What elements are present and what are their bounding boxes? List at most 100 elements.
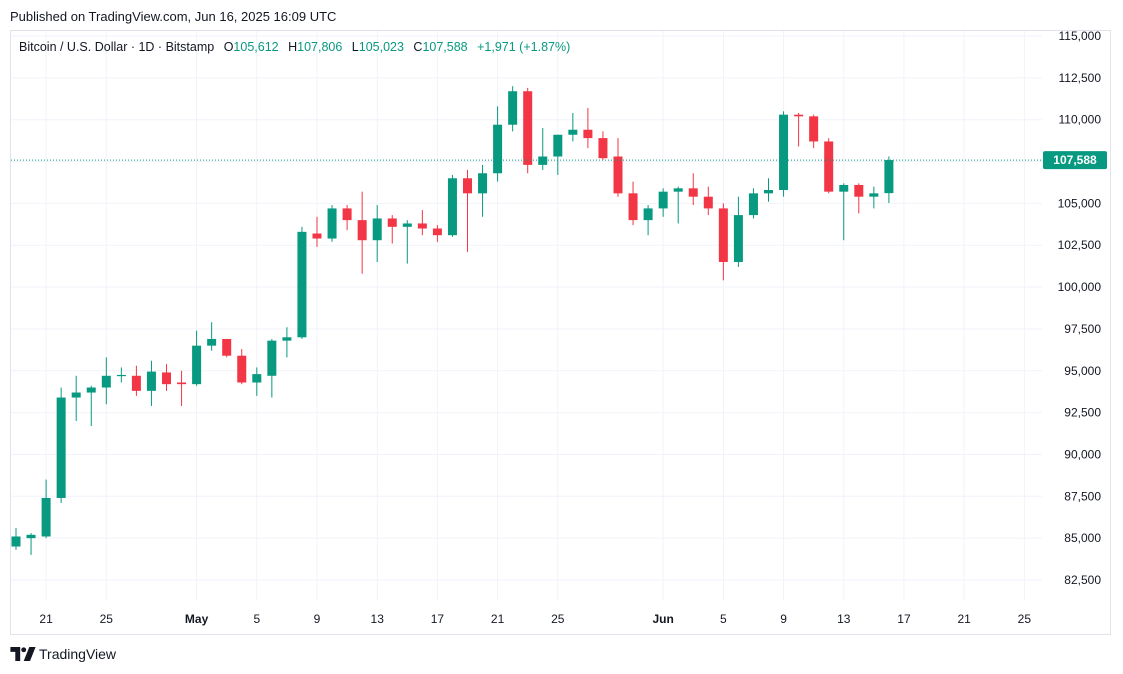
candle[interactable] [237,349,247,385]
candle-body [764,189,773,194]
candle[interactable] [643,205,653,236]
candle-body [387,218,397,227]
candle[interactable] [177,370,187,406]
candle[interactable] [688,173,698,206]
candle[interactable] [764,178,773,202]
candle[interactable] [718,203,728,281]
candle[interactable] [357,191,367,274]
candle[interactable] [192,330,202,386]
last-price-label: 107,588 [1053,153,1097,167]
candle[interactable] [41,479,51,539]
low-key: L [351,40,359,54]
x-tick-label: May [185,612,209,626]
candle-body [297,231,307,338]
candle-body [854,184,864,197]
candle-body [192,345,202,385]
x-tick-label: 21 [957,612,971,626]
x-tick-label: 25 [100,612,114,626]
candle[interactable] [297,226,307,339]
candle[interactable] [538,128,548,170]
candle[interactable] [342,205,352,231]
candle[interactable] [553,134,563,175]
candle-body [207,338,217,346]
candle-body [11,536,21,547]
candle-body [508,91,518,125]
candle[interactable] [598,131,608,160]
candle[interactable] [327,205,337,242]
candle[interactable] [779,111,789,197]
candle-body [252,374,262,383]
candle[interactable] [86,385,96,427]
candle[interactable] [402,220,412,264]
candle-body [583,129,593,139]
candle[interactable] [884,156,894,203]
candle[interactable] [101,357,111,405]
candle[interactable] [658,188,668,217]
candle[interactable] [207,322,217,351]
x-tick-label: 5 [720,612,727,626]
candle-body [432,228,442,236]
candle[interactable] [478,164,488,217]
candle[interactable] [493,106,503,182]
candle[interactable] [628,181,638,226]
x-tick-label: 17 [431,612,445,626]
candle[interactable] [222,338,232,358]
candle[interactable] [26,533,36,555]
x-tick-label: Jun [652,612,673,626]
candle-body [327,208,337,239]
y-tick-label: 82,500 [1064,573,1101,587]
candle[interactable] [162,364,171,391]
candle-body [538,156,548,165]
tradingview-brand[interactable]: TradingView [10,646,116,662]
candle[interactable] [56,387,66,504]
candle-body [673,188,683,192]
candle-body [41,497,51,537]
candle[interactable] [372,205,382,262]
candle[interactable] [312,216,322,247]
candle[interactable] [523,87,533,174]
y-tick-label: 95,000 [1064,364,1101,378]
candle[interactable] [387,215,397,244]
candle[interactable] [146,360,156,406]
candle[interactable] [703,186,713,216]
candle[interactable] [282,327,292,358]
y-tick-label: 105,000 [1058,196,1102,210]
candle[interactable] [432,225,442,242]
candle[interactable] [116,367,126,383]
candle-body [718,208,728,262]
candle[interactable] [794,112,804,147]
candle[interactable] [809,114,819,149]
candle[interactable] [583,107,593,149]
published-caption: Published on TradingView.com, Jun 16, 20… [10,9,337,24]
candle[interactable] [11,528,21,550]
candle-body [222,338,232,356]
candle[interactable] [568,112,578,142]
candle[interactable] [131,365,141,396]
candle[interactable] [869,186,879,209]
candle[interactable] [508,86,518,132]
candle-body [312,233,322,239]
candle[interactable] [267,338,277,398]
candle-body [733,215,743,262]
candle[interactable] [613,138,623,197]
candle[interactable] [447,174,457,237]
candle[interactable] [417,210,427,236]
x-tick-label: 9 [780,612,787,626]
x-axis: 21 25 May 5 9 13 17 21 25 Jun 5 9 13 17 21 25 [39,612,1031,626]
candle[interactable] [71,375,81,421]
candle[interactable] [839,183,849,241]
symbol-title: Bitcoin / U.S. Dollar · 1D · Bitstamp [19,40,215,54]
candle[interactable] [854,183,864,214]
candle[interactable] [748,188,758,219]
candle[interactable] [673,186,683,224]
y-tick-label: 112,500 [1059,71,1102,85]
candle[interactable] [463,169,472,252]
candle[interactable] [733,196,743,267]
candle[interactable] [824,138,834,194]
candle[interactable] [252,367,262,396]
open-key: O [223,40,234,54]
open-value: 105,612 [233,40,279,54]
y-tick-label: 110,000 [1059,113,1102,127]
candle-body [869,193,879,197]
